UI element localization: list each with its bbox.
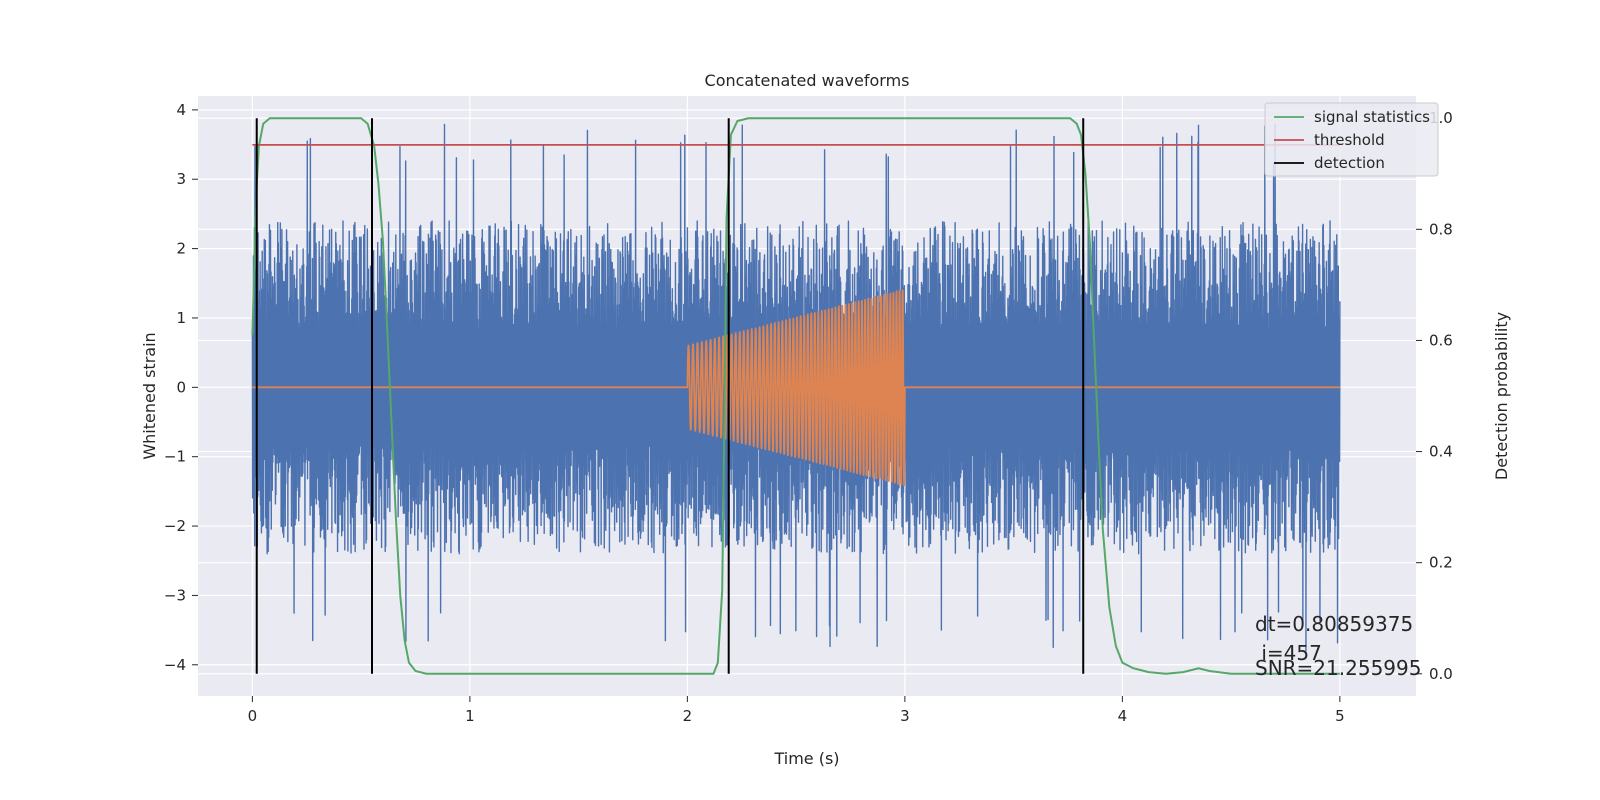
y-axis-title-right: Detection probability [1492, 312, 1511, 480]
y-tick-label-left: 3 [176, 170, 186, 188]
x-tick-label: 0 [248, 707, 258, 725]
y-tick-label-left: −4 [164, 656, 186, 674]
series-injected-chirp [252, 289, 1340, 487]
y-tick-label-left: −3 [164, 586, 186, 604]
annotation-snr: SNR=21.255995 [1255, 656, 1421, 680]
annotation-index: i=457 [1255, 641, 1322, 665]
legend-box [1264, 102, 1439, 177]
annotation-dt: dt=0.80859375 [1255, 612, 1413, 636]
y-tick-label-right: 0.0 [1429, 665, 1453, 683]
y-tick-label-left: 1 [176, 309, 186, 327]
legend-label-signal-statistics: signal statistics [1314, 108, 1430, 126]
series-signal-statistics [251, 117, 1340, 675]
legend-label-detection: detection [1314, 154, 1385, 172]
legend-label-threshold: threshold [1314, 131, 1385, 149]
y-tick-label-left: 4 [176, 101, 186, 119]
x-tick-label: 2 [683, 707, 693, 725]
x-tick-label: 4 [1118, 707, 1128, 725]
y-tick-label-right: 0.2 [1429, 554, 1453, 572]
data-series [251, 117, 1341, 675]
x-tick-label: 5 [1335, 707, 1345, 725]
y-tick-label-left: −1 [164, 448, 186, 466]
y-tick-label-right: 0.4 [1429, 443, 1453, 461]
y-axis-title-left: Whitened strain [140, 332, 159, 459]
x-axis-title: Time (s) [773, 749, 839, 768]
y-tick-label-left: −2 [164, 517, 186, 535]
y-tick-label-right: 0.8 [1429, 220, 1453, 238]
series-whitened-strain-noise [251, 123, 1341, 652]
y-tick-label-right: 0.6 [1429, 331, 1453, 349]
y-tick-label-left: 0 [176, 378, 186, 396]
x-tick-label: 3 [900, 707, 910, 725]
y-tick-label-left: 2 [176, 240, 186, 258]
annotation-block: dt=0.80859375 i=457 SNR=21.255995 [1255, 612, 1421, 680]
legend: signal statistics threshold detection [1264, 102, 1439, 177]
x-tick-label: 1 [465, 707, 475, 725]
chart-title: Concatenated waveforms [705, 71, 910, 90]
